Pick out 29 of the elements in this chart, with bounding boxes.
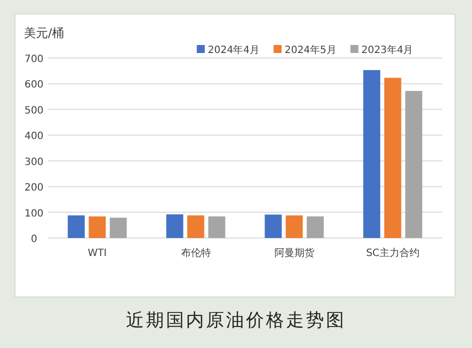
- y-tick-label: 200: [24, 182, 44, 194]
- y-tick-label: 300: [24, 156, 44, 168]
- bar: [208, 216, 226, 238]
- x-tick-label: 阿曼期货: [274, 247, 314, 259]
- bar: [286, 215, 303, 238]
- y-tick-label: 600: [24, 80, 44, 91]
- legend-label: 2024年4月: [208, 44, 260, 56]
- y-tick-label: 0: [30, 234, 38, 245]
- bar: [264, 214, 282, 238]
- y-tick-label: 400: [24, 131, 44, 142]
- text: 近期国内原油价格走势图: [126, 310, 346, 331]
- bar: [88, 216, 106, 238]
- y-tick-label: 500: [24, 105, 44, 116]
- bar: [68, 215, 85, 238]
- y-axis-title: 美元/桶: [24, 26, 64, 40]
- bar: [384, 78, 402, 238]
- bar: [110, 218, 127, 238]
- x-tick-label: WTI: [88, 248, 107, 259]
- bar: [306, 216, 324, 238]
- x-tick-label: SC主力合约: [366, 247, 420, 259]
- y-tick-label: 100: [24, 208, 44, 220]
- bar: [187, 215, 204, 238]
- y-tick-label: 700: [24, 54, 44, 65]
- bar: [363, 70, 380, 238]
- legend-label: 2023年4月: [361, 44, 414, 56]
- bar: [405, 90, 422, 238]
- bar: [166, 214, 184, 238]
- x-tick-label: 布伦特: [180, 247, 211, 259]
- legend-label: 2024年5月: [284, 44, 336, 56]
